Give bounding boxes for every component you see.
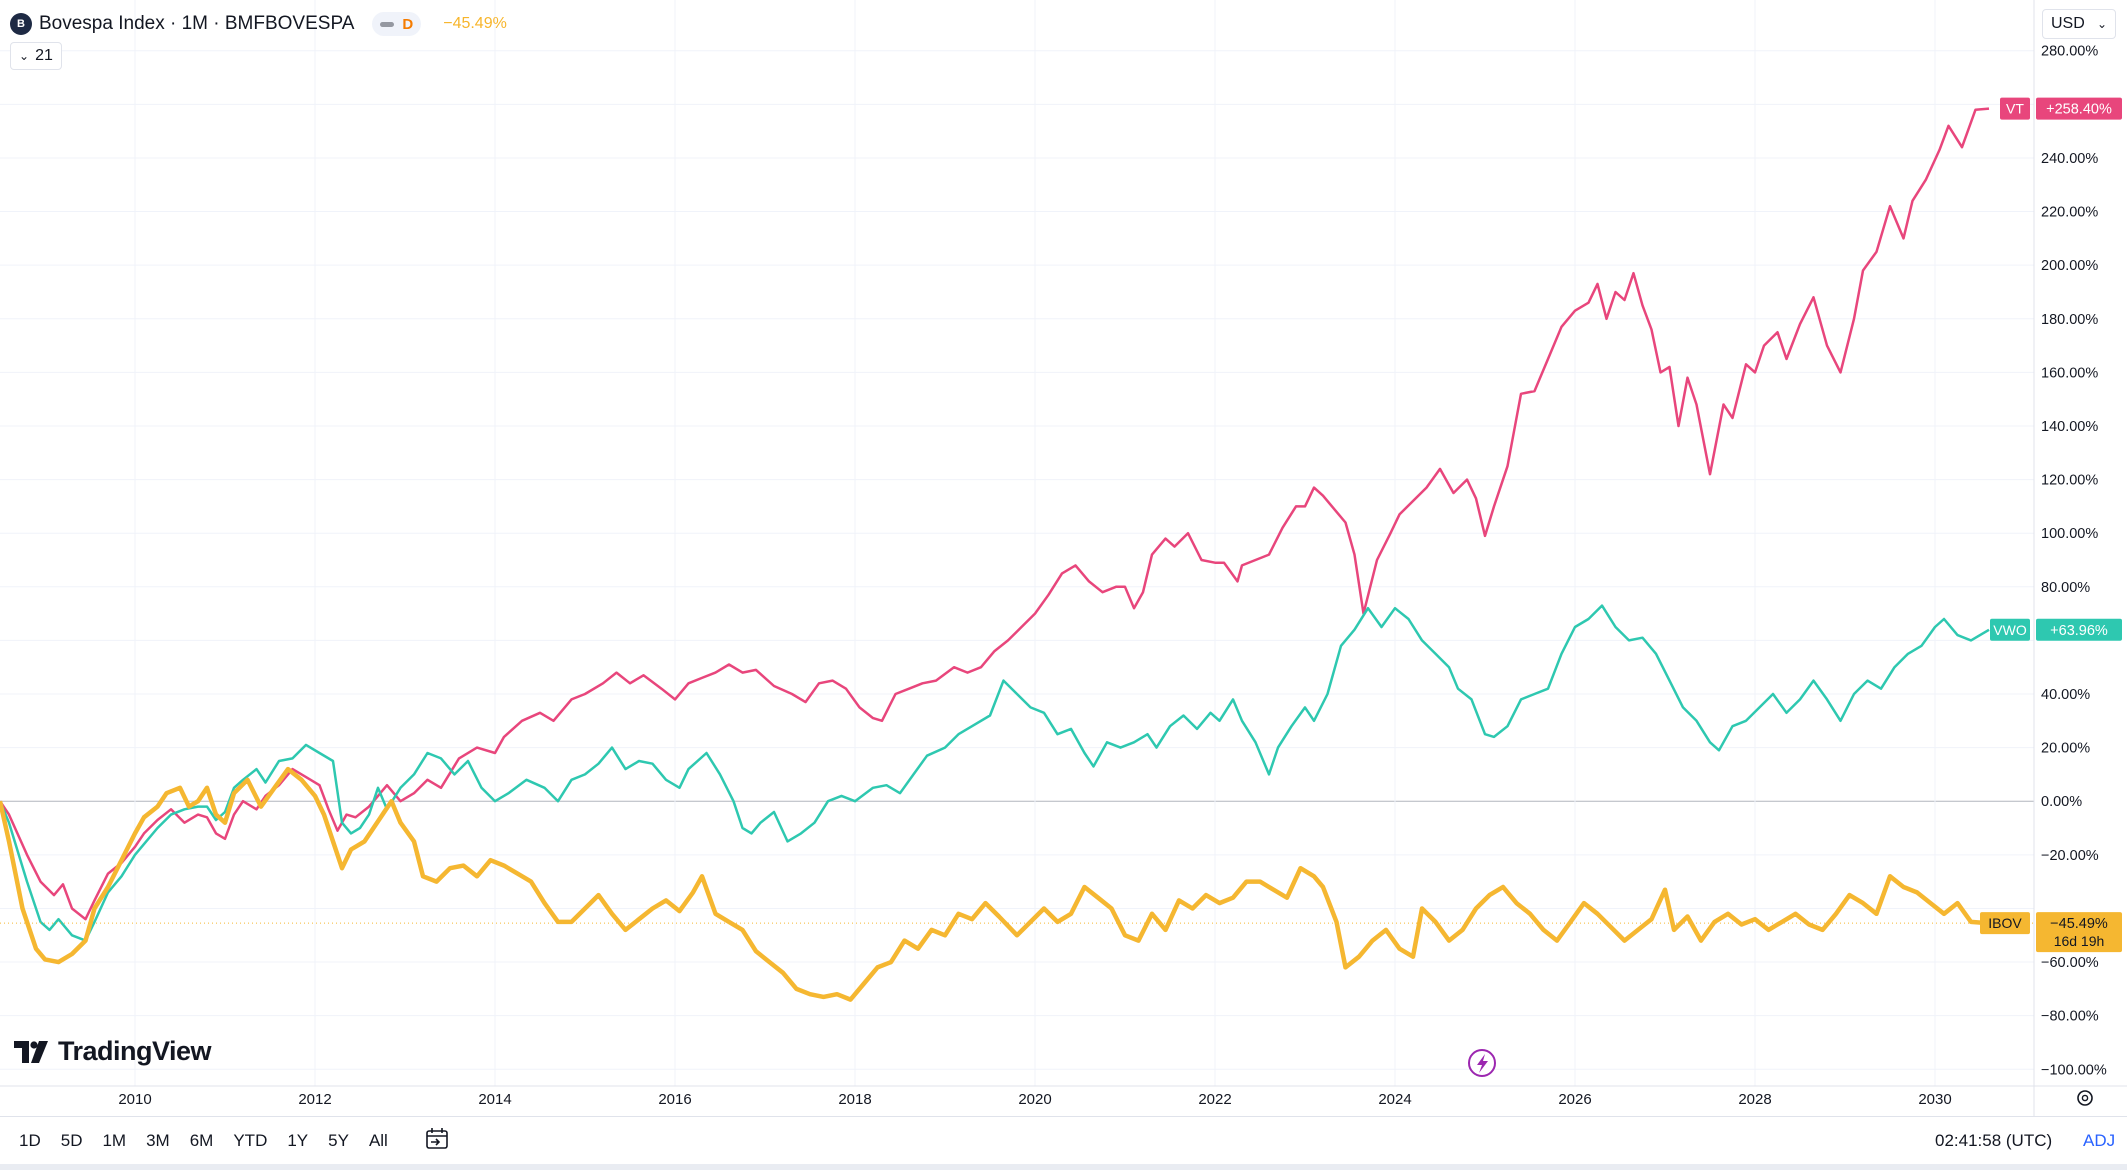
series-name-label: VT [2006,101,2024,117]
y-tick-label: 220.00% [2041,205,2098,221]
y-tick-label: 180.00% [2041,312,2098,328]
market-status-pill[interactable]: D [372,12,422,36]
settings-gear-icon[interactable] [2077,1090,2093,1106]
range-3m-button[interactable]: 3M [146,1131,170,1150]
tradingview-logo[interactable]: TradingView [14,1036,212,1067]
y-tick-label: 160.00% [2041,365,2098,381]
series-value-label: +63.96% [2050,623,2108,639]
y-tick-label: 80.00% [2041,580,2090,596]
range-5d-button[interactable]: 5D [60,1131,83,1150]
x-tick-label: 2012 [298,1091,331,1108]
chevron-down-icon: ⌄ [2096,17,2107,31]
series-name-label: IBOV [1988,915,2022,931]
adjustment-toggle[interactable]: ADJ [2083,1131,2116,1150]
lightning-event-icon[interactable] [1468,1049,1496,1077]
chevron-down-icon: ⌄ [19,49,30,63]
bar-countdown-label: 16d 19h [2054,933,2105,949]
delayed-data-badge: D [402,15,414,33]
calendar-goto-icon[interactable] [425,1127,451,1156]
symbol-header: B Bovespa Index · 1M · BMFBOVESPA D −45.… [10,10,507,38]
y-tick-label: 240.00% [2041,151,2098,167]
range-1y-button[interactable]: 1Y [287,1131,309,1150]
series-line-vwo[interactable] [0,604,1990,942]
page-edge [0,1164,2127,1170]
indicator-count: 21 [35,47,53,64]
y-tick-label: 120.00% [2041,473,2098,489]
market-closed-icon [380,21,395,27]
series-value-label: −45.49% [2050,916,2108,932]
bottom-toolbar: 1D 5D 1M 3M 6M YTD 1Y 5Y All 02:41:58 (U… [0,1116,2127,1165]
y-tick-label: 280.00% [2041,44,2098,60]
range-6m-button[interactable]: 6M [189,1131,214,1150]
range-all-button[interactable]: All [368,1131,388,1150]
x-tick-label: 2026 [1558,1091,1591,1108]
y-tick-label: 40.00% [2041,687,2090,703]
x-tick-label: 2018 [838,1091,871,1108]
range-ytd-button[interactable]: YTD [233,1131,268,1150]
indicators-collapse-button[interactable]: ⌄ 21 [10,42,62,70]
brand-name: TradingView [58,1036,212,1066]
x-tick-label: 2024 [1378,1091,1411,1108]
x-tick-label: 2028 [1738,1091,1771,1108]
range-1m-button[interactable]: 1M [102,1131,127,1150]
currency-select[interactable]: USD ⌄ [2042,9,2116,39]
symbol-title[interactable]: Bovespa Index · 1M · BMFBOVESPA [39,13,355,34]
series-name-label: VWO [1993,622,2027,638]
y-tick-label: −80.00% [2041,1009,2099,1025]
y-tick-label: 140.00% [2041,419,2098,435]
y-tick-label: 200.00% [2041,258,2098,274]
tradingview-mark-icon [14,1040,48,1063]
series-label-vwo[interactable]: VWO +63.96% [1990,618,2122,641]
series-label-ibov[interactable]: IBOV −45.49%16d 19h [1980,912,2122,953]
x-tick-label: 2020 [1018,1091,1051,1108]
y-tick-label: −20.00% [2041,848,2099,864]
x-tick-label: 2010 [118,1091,151,1108]
series-label-vt[interactable]: VT +258.40% [2000,97,2122,120]
y-tick-label: 100.00% [2041,526,2098,542]
x-tick-label: 2016 [658,1091,691,1108]
x-tick-label: 2014 [478,1091,511,1108]
change-value: −45.49% [443,15,507,32]
y-tick-label: −60.00% [2041,955,2099,971]
x-tick-label: 2030 [1918,1091,1951,1108]
series-line-ibov[interactable] [0,766,1990,1002]
series-value-label: +258.40% [2046,102,2112,118]
currency-label: USD [2051,15,2085,32]
y-tick-label: 0.00% [2041,794,2082,810]
exchange-logo-icon[interactable]: B [10,13,32,35]
utc-clock[interactable]: 02:41:58 (UTC) [1935,1131,2053,1150]
y-tick-label: −100.00% [2041,1062,2107,1078]
range-5y-button[interactable]: 5Y [328,1131,349,1150]
x-tick-label: 2022 [1198,1091,1231,1108]
y-tick-label: 20.00% [2041,741,2090,757]
series-line-vt[interactable] [0,107,1990,921]
range-1d-button[interactable]: 1D [19,1131,41,1150]
